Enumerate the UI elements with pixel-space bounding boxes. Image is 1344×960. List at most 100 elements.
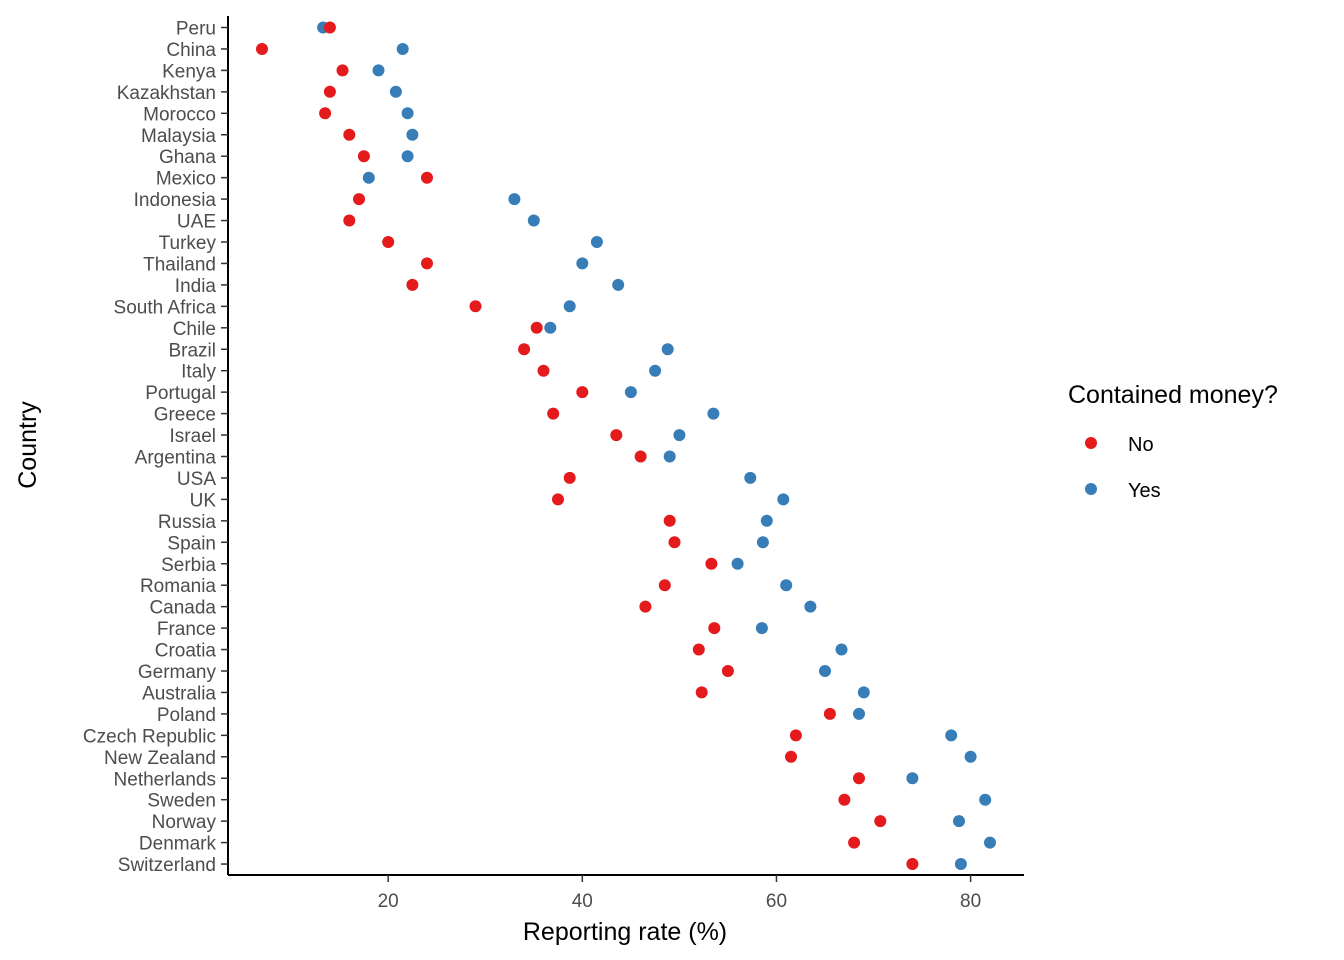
y-tick-label-kenya: Kenya — [162, 61, 216, 82]
point-yes-sweden — [979, 793, 992, 806]
point-yes-france — [755, 622, 768, 635]
y-tick-label-malaysia: Malaysia — [141, 126, 216, 147]
point-no-serbia — [705, 557, 718, 570]
point-no-kenya — [336, 64, 349, 77]
point-no-sweden — [838, 793, 851, 806]
point-no-chile — [530, 321, 543, 334]
y-tick-label-usa: USA — [177, 469, 216, 490]
point-no-canada — [639, 600, 652, 613]
point-no-india — [406, 278, 419, 291]
y-tick-label-morocco: Morocco — [143, 104, 216, 125]
point-yes-portugal — [624, 386, 637, 399]
y-tick-label-poland: Poland — [157, 705, 216, 726]
y-tick-label-china: China — [166, 40, 216, 61]
y-tick-label-czech-republic: Czech Republic — [83, 726, 216, 747]
y-tick-label-chile: Chile — [173, 319, 216, 340]
point-yes-new-zealand — [964, 750, 977, 763]
x-axis: 20 40 60 80 — [228, 874, 1024, 912]
y-tick-label-sweden: Sweden — [147, 791, 216, 812]
y-tick-label-argentina: Argentina — [135, 448, 217, 469]
point-yes-switzerland — [954, 858, 967, 870]
point-no-brazil — [518, 343, 531, 356]
point-no-ghana — [357, 150, 370, 163]
point-yes-spain — [756, 536, 769, 549]
y-tick-label-india: India — [175, 276, 217, 297]
y-tick-label-germany: Germany — [138, 662, 217, 683]
y-tick-label-south-africa: South Africa — [114, 297, 217, 318]
point-yes-kenya — [372, 64, 385, 77]
x-tick-label-80: 80 — [960, 891, 981, 912]
x-tick-label-60: 60 — [766, 891, 787, 912]
point-no-spain — [668, 536, 681, 549]
point-yes-turkey — [590, 236, 603, 248]
legend-label-no: No — [1128, 434, 1154, 456]
point-yes-mexico — [362, 171, 375, 184]
point-no-switzerland — [906, 858, 919, 870]
point-yes-south-africa — [563, 300, 576, 313]
y-tick-label-spain: Spain — [167, 533, 216, 554]
y-tick-label-thailand: Thailand — [143, 254, 216, 275]
point-no-greece — [547, 407, 560, 420]
point-no-uk — [552, 493, 564, 506]
y-tick-label-netherlands: Netherlands — [114, 769, 216, 790]
data-points — [256, 21, 996, 870]
point-yes-usa — [744, 471, 757, 484]
point-yes-brazil — [661, 343, 674, 356]
y-axis-title: Country — [14, 401, 42, 489]
point-no-thailand — [421, 257, 433, 270]
point-no-croatia — [692, 643, 705, 656]
point-no-malaysia — [343, 128, 356, 141]
point-yes-india — [612, 278, 625, 291]
y-tick-label-france: France — [157, 619, 216, 640]
point-no-usa — [563, 471, 576, 484]
point-yes-norway — [953, 815, 965, 828]
point-no-netherlands — [853, 772, 865, 785]
y-tick-label-portugal: Portugal — [145, 383, 216, 404]
y-tick-label-new-zealand: New Zealand — [104, 748, 216, 769]
y-tick-label-indonesia: Indonesia — [134, 190, 217, 211]
legend-title: Contained money? — [1068, 381, 1278, 409]
y-axis: PeruChinaKenyaKazakhstanMoroccoMalaysiaG… — [83, 16, 229, 876]
y-tick-label-denmark: Denmark — [139, 834, 217, 855]
point-no-indonesia — [353, 193, 365, 206]
point-yes-germany — [819, 665, 831, 677]
point-no-mexico — [421, 171, 433, 184]
point-yes-canada — [804, 600, 817, 613]
point-no-france — [708, 622, 721, 635]
x-tick-label-40: 40 — [572, 891, 593, 912]
legend-key-yes-dot — [1085, 483, 1097, 495]
point-no-russia — [663, 514, 676, 527]
point-yes-ghana — [401, 150, 414, 163]
y-tick-label-mexico: Mexico — [156, 169, 216, 190]
point-yes-denmark — [984, 836, 996, 849]
y-tick-label-italy: Italy — [181, 362, 216, 383]
point-yes-israel — [673, 429, 686, 442]
point-yes-netherlands — [906, 772, 919, 785]
point-yes-malaysia — [406, 128, 419, 141]
y-tick-label-romania: Romania — [140, 576, 216, 597]
y-tick-label-australia: Australia — [142, 683, 216, 704]
point-no-peru — [323, 21, 336, 34]
point-yes-uk — [777, 493, 790, 506]
y-tick-label-serbia: Serbia — [161, 555, 216, 576]
point-yes-croatia — [835, 643, 848, 656]
point-no-germany — [721, 665, 734, 677]
point-no-norway — [874, 815, 887, 828]
y-tick-label-switzerland: Switzerland — [118, 855, 216, 876]
point-yes-italy — [649, 364, 662, 377]
point-yes-china — [396, 43, 409, 55]
point-yes-russia — [760, 514, 773, 527]
legend-key-no-dot — [1085, 437, 1097, 449]
point-no-poland — [823, 707, 836, 720]
x-axis-title: Reporting rate (%) — [523, 918, 727, 946]
point-yes-morocco — [401, 107, 414, 120]
y-tick-label-russia: Russia — [158, 512, 217, 533]
point-no-czech-republic — [789, 729, 802, 742]
point-no-south-africa — [469, 300, 482, 313]
legend-label-yes: Yes — [1128, 480, 1161, 502]
y-tick-label-norway: Norway — [152, 812, 217, 833]
point-no-italy — [537, 364, 550, 377]
y-tick-label-croatia: Croatia — [155, 641, 217, 662]
point-no-china — [256, 43, 268, 55]
